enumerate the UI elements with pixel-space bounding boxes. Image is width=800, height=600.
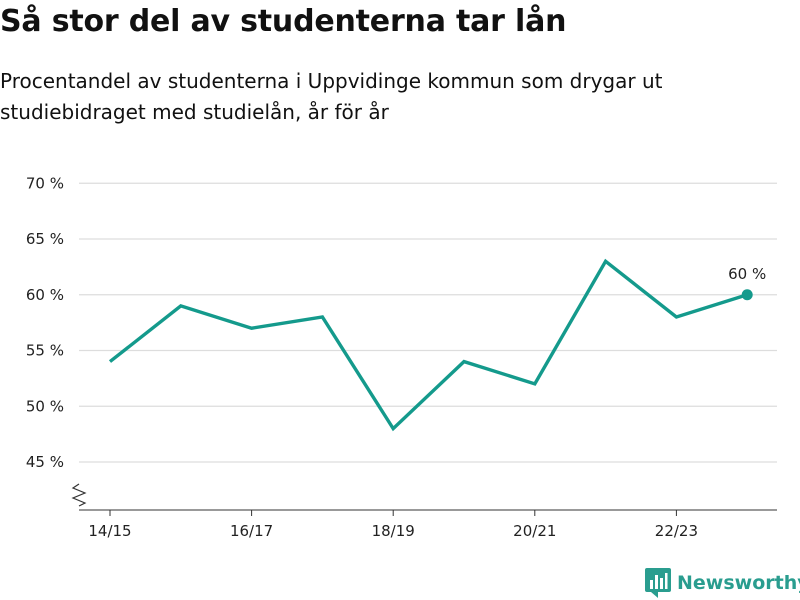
brand-name: Newsworthy [677, 572, 800, 594]
x-tick-label: 18/19 [372, 522, 415, 540]
x-tick-label: 14/15 [88, 522, 131, 540]
y-tick-label: 45 % [26, 453, 64, 471]
last-point-marker [741, 289, 753, 301]
brand-logo: Newsworthy [645, 568, 800, 598]
newsworthy-logo-icon [645, 568, 671, 598]
last-value-label: 60 % [728, 265, 766, 283]
axis-break-icon [71, 483, 87, 507]
y-tick-label: 55 % [26, 342, 64, 360]
chart-subtitle: Procentandel av studenterna i Uppvidinge… [0, 69, 663, 124]
y-tick-label: 60 % [26, 286, 64, 304]
x-tick-label: 20/21 [513, 522, 556, 540]
y-tick-label: 70 % [26, 174, 64, 192]
x-tick-label: 16/17 [230, 522, 273, 540]
y-tick-label: 50 % [26, 397, 64, 415]
y-tick-label: 65 % [26, 230, 64, 248]
chart-title: Så stor del av studenterna tar lån [0, 4, 567, 39]
series-line [108, 258, 748, 432]
x-tick-label: 22/23 [655, 522, 698, 540]
